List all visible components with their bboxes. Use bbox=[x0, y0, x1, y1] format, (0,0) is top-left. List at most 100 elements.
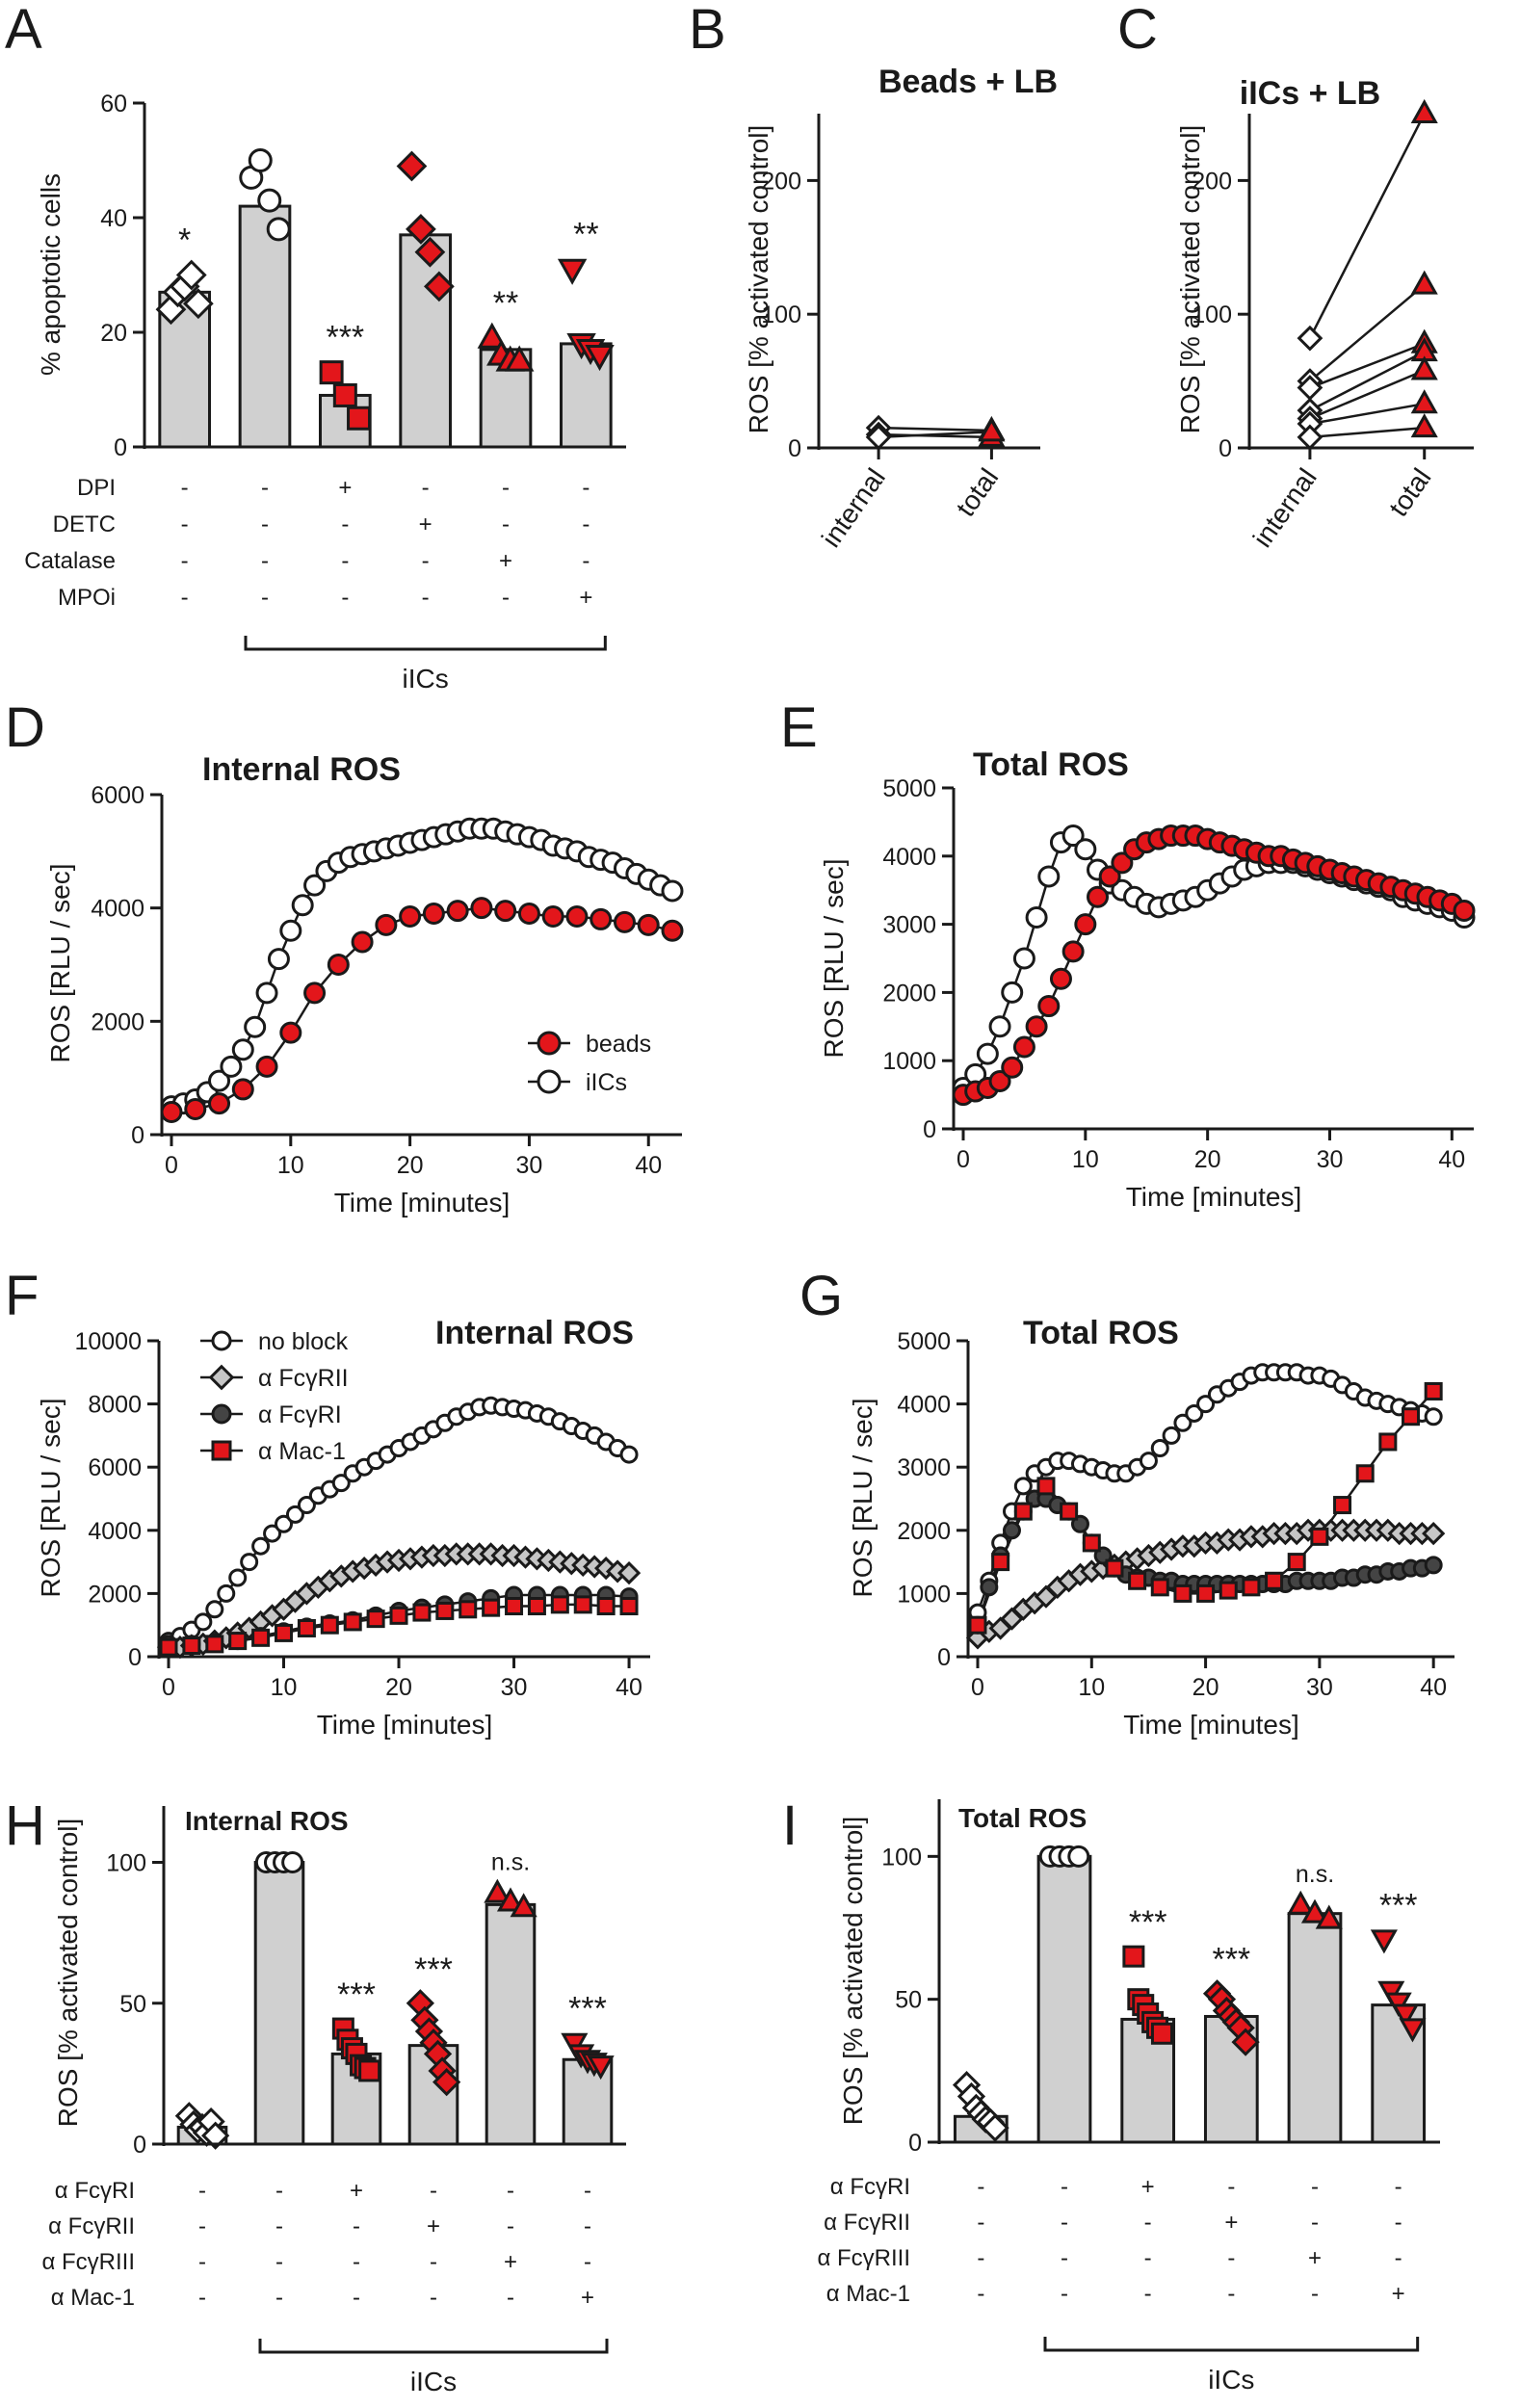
series-point bbox=[1333, 1496, 1352, 1515]
pair-line bbox=[1309, 350, 1426, 412]
condition-sign: - bbox=[582, 475, 590, 501]
x-tick-label: 10 bbox=[277, 1152, 304, 1179]
y-tick-label: 0 bbox=[908, 2130, 922, 2157]
data-point bbox=[201, 2121, 230, 2150]
bar bbox=[253, 1861, 305, 2146]
internal-point bbox=[1297, 325, 1323, 352]
series-point bbox=[1098, 865, 1121, 888]
y-axis-label: ROS [RLU / sec] bbox=[45, 864, 75, 1063]
series-point bbox=[1378, 1432, 1398, 1452]
significance-label: *** bbox=[568, 1991, 607, 2028]
x-tick-label: 0 bbox=[957, 1146, 970, 1173]
series-point bbox=[263, 1524, 282, 1543]
series-point bbox=[1025, 906, 1048, 929]
series-point bbox=[244, 1015, 267, 1038]
condition-sign: - bbox=[198, 2178, 206, 2204]
x-tick-label: 0 bbox=[162, 1674, 175, 1701]
ilcs-bracket bbox=[1043, 2337, 1420, 2352]
bar bbox=[238, 204, 292, 449]
y-axis-label: ROS [RLU / sec] bbox=[848, 1399, 878, 1598]
condition-sign: + bbox=[419, 511, 432, 537]
x-tick-label: 40 bbox=[1438, 1146, 1465, 1173]
y-tick-label: 0 bbox=[128, 1644, 142, 1671]
series-point bbox=[1087, 885, 1110, 908]
legend-label: iICs bbox=[586, 1069, 627, 1096]
x-tick-label: internal bbox=[1247, 463, 1323, 553]
x-tick-label: 0 bbox=[165, 1152, 178, 1179]
y-axis-label: ROS [% activated control] bbox=[53, 1819, 83, 2128]
series-point bbox=[1061, 824, 1085, 848]
data-point bbox=[332, 382, 357, 407]
series-point bbox=[976, 1042, 999, 1065]
condition-sign: - bbox=[181, 548, 189, 574]
series-point bbox=[1424, 1556, 1443, 1575]
panel-title: Total ROS bbox=[958, 1803, 1087, 1833]
pair-line bbox=[878, 426, 992, 432]
series-point bbox=[1424, 1381, 1443, 1400]
data-point bbox=[981, 2113, 1009, 2142]
series-point bbox=[590, 907, 613, 930]
series-point bbox=[389, 1606, 408, 1625]
series-point bbox=[637, 913, 660, 936]
condition-sign: - bbox=[582, 511, 590, 537]
data-point bbox=[414, 236, 446, 268]
condition-sign: - bbox=[584, 2213, 591, 2239]
total-point bbox=[1410, 389, 1438, 414]
x-tick-label: 10 bbox=[271, 1674, 298, 1701]
legend-marker bbox=[208, 1364, 235, 1391]
legend-marker bbox=[211, 1440, 232, 1461]
series-point bbox=[275, 1623, 294, 1642]
series-point bbox=[159, 1637, 178, 1657]
significance-label: * bbox=[178, 222, 191, 259]
data-point bbox=[424, 271, 455, 302]
series-point bbox=[1012, 1035, 1035, 1059]
series-point bbox=[399, 904, 422, 928]
y-tick-label: 4000 bbox=[88, 1518, 142, 1545]
total-point bbox=[1410, 98, 1438, 123]
series-point bbox=[988, 1069, 1011, 1092]
data-point bbox=[1391, 2003, 1420, 2028]
y-tick-label: 1000 bbox=[882, 1048, 936, 1075]
bar bbox=[399, 233, 453, 449]
x-tick-label: 30 bbox=[516, 1152, 543, 1179]
internal-point bbox=[865, 424, 892, 451]
series-point bbox=[1196, 1584, 1216, 1603]
condition-label: α FcγRII bbox=[48, 2213, 135, 2239]
series-point bbox=[297, 1496, 316, 1515]
condition-label: α FcγRII bbox=[824, 2210, 910, 2236]
x-tick-label: total bbox=[951, 463, 1005, 522]
series-point bbox=[220, 1055, 243, 1078]
ilcs-bracket bbox=[258, 2339, 609, 2354]
condition-sign: - bbox=[275, 2178, 283, 2204]
series-point bbox=[1402, 1407, 1421, 1426]
series-point bbox=[208, 1069, 231, 1092]
pair-line bbox=[1309, 426, 1425, 439]
y-tick-label: 0 bbox=[937, 1644, 951, 1671]
data-point bbox=[396, 150, 428, 182]
series-point bbox=[297, 1618, 316, 1637]
legend-label: α Mac-1 bbox=[258, 1438, 346, 1465]
series-point bbox=[343, 1612, 362, 1632]
series-point bbox=[1111, 851, 1134, 875]
pair-line bbox=[1309, 369, 1426, 420]
y-axis-label: ROS [% activated control] bbox=[838, 1817, 868, 2126]
y-tick-label: 1000 bbox=[897, 1581, 951, 1608]
series-point bbox=[541, 904, 564, 928]
total-point bbox=[1410, 355, 1438, 380]
panel-label: H bbox=[5, 1794, 45, 1857]
pair-line bbox=[1309, 342, 1426, 389]
panel-title: Total ROS bbox=[973, 746, 1129, 783]
significance-label: n.s. bbox=[491, 1849, 530, 1876]
bar bbox=[1036, 1854, 1092, 2144]
panel-title: Internal ROS bbox=[435, 1315, 634, 1351]
x-tick-label: 20 bbox=[385, 1674, 412, 1701]
condition-sign: - bbox=[584, 2178, 591, 2204]
series-point bbox=[1060, 1502, 1079, 1521]
condition-sign: + bbox=[427, 2213, 440, 2239]
condition-label: α FcγRIII bbox=[817, 2245, 910, 2271]
panel-title: Internal ROS bbox=[202, 751, 401, 788]
condition-sign: - bbox=[977, 2210, 984, 2236]
panel-label: B bbox=[689, 0, 726, 61]
series-point bbox=[351, 930, 374, 954]
panel-title: iICs + LB bbox=[1240, 75, 1380, 112]
